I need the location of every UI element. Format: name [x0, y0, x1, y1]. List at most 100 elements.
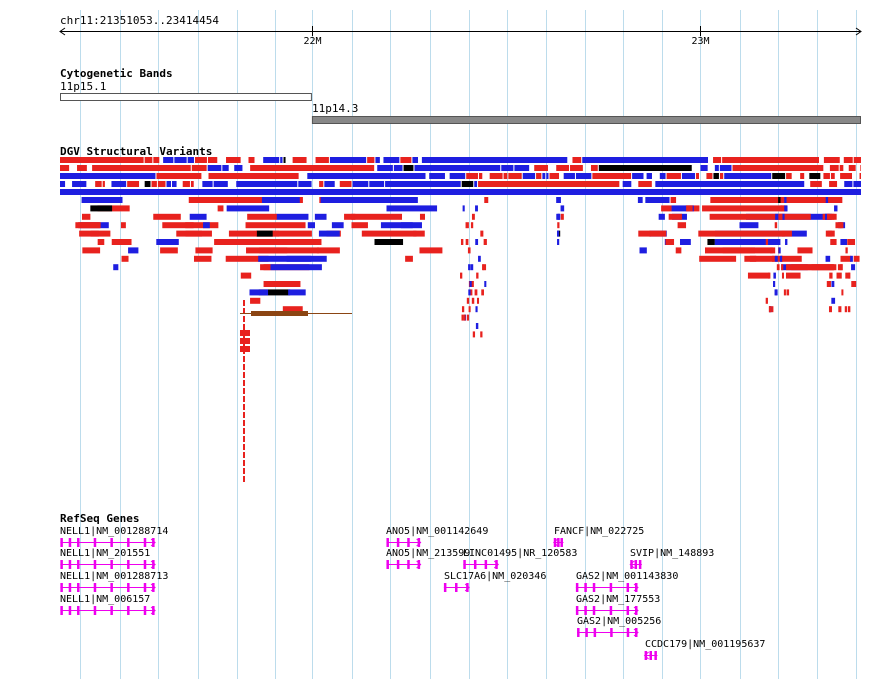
- dgv-variant[interactable]: [413, 230, 425, 237]
- dgv-variant[interactable]: [786, 173, 792, 179]
- dgv-variant[interactable]: [113, 264, 119, 271]
- dgv-variant[interactable]: [707, 239, 715, 245]
- dgv-variant[interactable]: [542, 173, 546, 179]
- gene-exon[interactable]: [396, 538, 400, 547]
- dgv-variant[interactable]: [385, 181, 461, 187]
- dgv-variant[interactable]: [546, 173, 549, 179]
- dgv-variant[interactable]: [316, 247, 340, 254]
- dgv-variant[interactable]: [144, 181, 151, 187]
- dgv-variant[interactable]: [307, 173, 426, 179]
- dgv-variant[interactable]: [778, 247, 781, 254]
- gene-exon[interactable]: [635, 606, 638, 615]
- dgv-variant[interactable]: [153, 213, 181, 220]
- dgv-variant[interactable]: [90, 230, 111, 237]
- dgv-variant[interactable]: [847, 239, 855, 245]
- dgv-variant[interactable]: [202, 181, 213, 187]
- dgv-variant[interactable]: [570, 165, 583, 171]
- dgv-variant[interactable]: [844, 306, 847, 313]
- dgv-variant[interactable]: [151, 181, 157, 187]
- dgv-variant[interactable]: [714, 239, 781, 245]
- dgv-variant[interactable]: [778, 197, 781, 203]
- gene-exon[interactable]: [592, 583, 596, 592]
- dgv-variant[interactable]: [779, 255, 783, 262]
- dgv-variant[interactable]: [649, 230, 667, 237]
- gene-exon[interactable]: [68, 560, 72, 569]
- gene-exon[interactable]: [610, 628, 613, 637]
- dgv-variant[interactable]: [250, 297, 261, 304]
- dgv-variant[interactable]: [240, 338, 250, 344]
- dgv-variant[interactable]: [267, 281, 301, 287]
- gene-exon[interactable]: [584, 606, 587, 615]
- gene-exon[interactable]: [553, 538, 557, 547]
- gene-exon[interactable]: [407, 560, 410, 569]
- dgv-variant[interactable]: [779, 205, 783, 212]
- dgv-variant[interactable]: [811, 264, 835, 271]
- gene-exon[interactable]: [68, 583, 72, 592]
- dgv-variant[interactable]: [280, 157, 283, 163]
- gene-label[interactable]: GAS2|NM_001143830: [576, 571, 679, 582]
- dgv-variant[interactable]: [243, 324, 245, 330]
- dgv-variant[interactable]: [243, 316, 245, 322]
- dgv-variant[interactable]: [461, 314, 464, 321]
- dgv-variant[interactable]: [665, 239, 675, 245]
- dgv-variant[interactable]: [810, 181, 822, 187]
- dgv-inversion[interactable]: [251, 311, 308, 316]
- dgv-variant[interactable]: [768, 272, 771, 279]
- dgv-variant[interactable]: [243, 308, 245, 314]
- dgv-variant[interactable]: [82, 247, 101, 254]
- dgv-variant[interactable]: [466, 173, 478, 179]
- dgv-variant[interactable]: [419, 247, 443, 254]
- dgv-variant[interactable]: [832, 197, 843, 203]
- dgv-variant[interactable]: [470, 222, 474, 229]
- dgv-variant[interactable]: [480, 331, 483, 338]
- dgv-variant[interactable]: [536, 173, 542, 179]
- gene-exon[interactable]: [626, 583, 630, 592]
- dgv-variant[interactable]: [825, 255, 831, 262]
- dgv-variant[interactable]: [475, 205, 478, 212]
- dgv-variant[interactable]: [405, 255, 413, 262]
- dgv-variant[interactable]: [482, 264, 485, 271]
- dgv-variant[interactable]: [315, 157, 329, 163]
- gene-exon[interactable]: [60, 538, 63, 547]
- dgv-variant[interactable]: [380, 222, 413, 229]
- dgv-variant[interactable]: [830, 173, 835, 179]
- dgv-variant[interactable]: [719, 173, 724, 179]
- dgv-variant[interactable]: [243, 452, 245, 458]
- dgv-variant[interactable]: [257, 239, 318, 245]
- dgv-variant[interactable]: [162, 222, 194, 229]
- dgv-variant[interactable]: [367, 157, 375, 163]
- dgv-variant[interactable]: [474, 289, 478, 296]
- dgv-variant[interactable]: [563, 173, 575, 179]
- gene-exon[interactable]: [93, 538, 97, 547]
- gene-exon[interactable]: [60, 560, 63, 569]
- gene-exon[interactable]: [635, 583, 638, 592]
- dgv-variant[interactable]: [351, 222, 368, 229]
- gene-exon[interactable]: [60, 606, 63, 615]
- dgv-variant[interactable]: [95, 197, 123, 203]
- dgv-variant[interactable]: [314, 213, 327, 220]
- dgv-variant[interactable]: [331, 222, 344, 229]
- dgv-variant[interactable]: [845, 272, 851, 279]
- dgv-variant[interactable]: [851, 281, 857, 287]
- gene-exon[interactable]: [626, 606, 630, 615]
- dgv-variant[interactable]: [556, 165, 570, 171]
- dgv-variant[interactable]: [214, 239, 241, 245]
- gene-exon[interactable]: [634, 560, 638, 569]
- dgv-variant[interactable]: [466, 314, 470, 321]
- gene-exon[interactable]: [575, 606, 579, 615]
- dgv-variant[interactable]: [461, 181, 474, 187]
- dgv-variant[interactable]: [462, 205, 465, 212]
- dgv-variant[interactable]: [188, 197, 237, 203]
- dgv-variant[interactable]: [853, 157, 861, 163]
- dgv-variant[interactable]: [622, 181, 632, 187]
- dgv-variant[interactable]: [637, 197, 643, 203]
- dgv-variant[interactable]: [243, 420, 245, 426]
- dgv-variant[interactable]: [829, 181, 838, 187]
- dgv-variant[interactable]: [472, 331, 476, 338]
- dgv-variant[interactable]: [468, 289, 471, 296]
- dgv-variant[interactable]: [208, 173, 299, 179]
- gene-exon[interactable]: [557, 538, 560, 547]
- dgv-variant[interactable]: [111, 181, 127, 187]
- dgv-variant[interactable]: [120, 222, 126, 229]
- dgv-variant[interactable]: [240, 330, 250, 336]
